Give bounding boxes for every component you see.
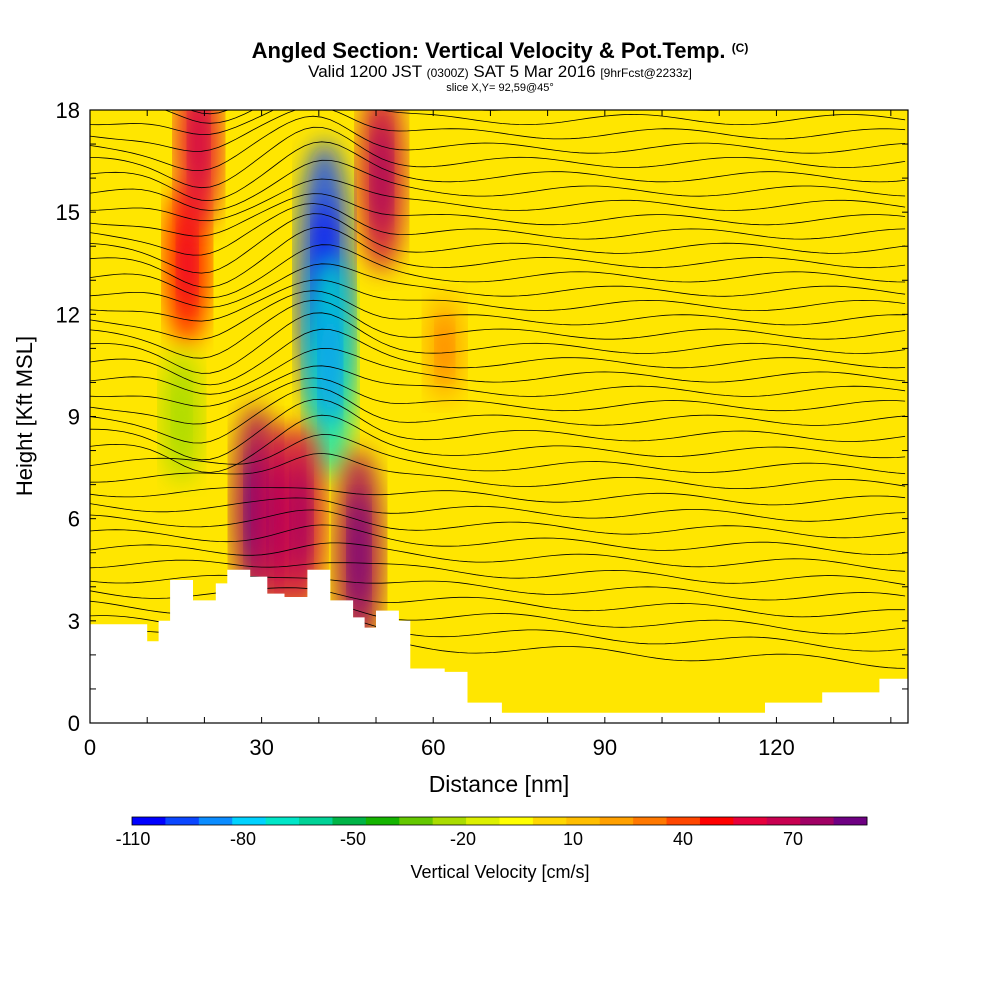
colorbar-tick-label: -80 bbox=[230, 829, 256, 849]
velocity-feature-core bbox=[371, 126, 392, 230]
colorbar-swatch bbox=[265, 817, 300, 825]
velocity-feature-core bbox=[177, 218, 197, 308]
isentrope-line bbox=[90, 414, 906, 473]
velocity-feature-core bbox=[436, 318, 454, 378]
terrain-mask bbox=[90, 569, 908, 723]
isentrope-line bbox=[90, 299, 906, 359]
slice-info: slice X,Y= 92,59@45° bbox=[446, 82, 554, 94]
isentrope-line bbox=[90, 141, 906, 202]
y-tick-label: 6 bbox=[68, 507, 80, 532]
isentrope-line bbox=[90, 110, 906, 152]
isentrope-line bbox=[90, 41, 905, 102]
colorbar-swatch bbox=[599, 817, 634, 825]
colorbar-tick-label: -20 bbox=[450, 829, 476, 849]
colorbar-swatch bbox=[198, 817, 233, 825]
y-axis-label: Height [Kft MSL] bbox=[12, 336, 37, 496]
isentrope-line bbox=[90, 226, 906, 288]
velocity-feature-core bbox=[348, 496, 370, 610]
isentrope-line bbox=[90, 574, 906, 601]
isentrope-line bbox=[90, 452, 906, 489]
isentrope-line bbox=[90, 524, 906, 555]
y-tick-label: 12 bbox=[56, 302, 80, 327]
colorbar-tick-label: 70 bbox=[783, 829, 803, 849]
colorbar-swatch bbox=[532, 817, 567, 825]
isentrope-line bbox=[90, 115, 906, 171]
isentrope-line bbox=[90, 347, 906, 395]
colorbar-tick-label: 10 bbox=[563, 829, 583, 849]
isentrope-line bbox=[90, 126, 906, 189]
colorbar-swatch bbox=[766, 817, 801, 825]
colorbar-swatch bbox=[399, 817, 434, 825]
velocity-feature-core bbox=[188, 110, 209, 191]
isentrope-lines bbox=[90, 41, 906, 669]
isentrope-line bbox=[90, 377, 906, 425]
y-tick-label: 3 bbox=[68, 609, 80, 634]
x-tick-label: 30 bbox=[249, 735, 273, 760]
x-axis: 0 30 60 90 120 bbox=[84, 110, 892, 760]
x-tick-label: 120 bbox=[758, 735, 795, 760]
y-tick-label: 18 bbox=[56, 98, 80, 123]
isentrope-line bbox=[90, 497, 906, 522]
isentrope-line bbox=[90, 263, 906, 308]
isentrope-line bbox=[90, 559, 906, 586]
velocity-feature-core bbox=[291, 466, 312, 571]
colorbar-swatch bbox=[733, 817, 768, 825]
velocity-feature-core bbox=[319, 303, 342, 428]
y-tick-label: 15 bbox=[56, 200, 80, 225]
y-tick-label: 9 bbox=[68, 405, 80, 430]
colorbar-swatch bbox=[833, 817, 868, 825]
isentrope-line bbox=[90, 159, 906, 211]
isentrope-line bbox=[90, 193, 906, 237]
isentrope-line bbox=[90, 509, 906, 539]
colorbar-tick-label: 40 bbox=[673, 829, 693, 849]
velocity-feature-core bbox=[172, 379, 191, 454]
isentrope-line bbox=[90, 203, 906, 256]
colorbar-tick-label: -50 bbox=[340, 829, 366, 849]
isentrope-line bbox=[90, 542, 906, 572]
colorbar-swatch bbox=[800, 817, 835, 825]
isentrope-line bbox=[90, 386, 906, 444]
isentrope-line bbox=[90, 312, 906, 374]
colorbar-swatch bbox=[499, 817, 534, 825]
isentrope-line bbox=[90, 365, 906, 407]
colorbar-swatch bbox=[232, 817, 267, 825]
chart-title-block: Angled Section: Vertical Velocity & Pot.… bbox=[0, 36, 1000, 95]
isentrope-line bbox=[90, 399, 906, 461]
colorbar-swatch bbox=[165, 817, 200, 825]
isentrope-line bbox=[90, 434, 906, 475]
colorbar-swatch bbox=[666, 817, 701, 825]
isentrope-line bbox=[90, 178, 906, 222]
colorbar-swatch bbox=[699, 817, 734, 825]
colorbar-swatch bbox=[365, 817, 400, 825]
colorbar-swatch bbox=[332, 817, 367, 825]
colorbar-swatch bbox=[132, 817, 166, 825]
colorbar-swatch bbox=[566, 817, 601, 825]
isentrope-line bbox=[90, 328, 906, 386]
isentrope-line bbox=[90, 487, 906, 506]
colorbar-frame bbox=[131, 816, 868, 826]
isentrope-line bbox=[90, 279, 906, 322]
isentrope-line bbox=[90, 290, 906, 341]
x-tick-label: 0 bbox=[84, 735, 96, 760]
y-tick-label: 0 bbox=[68, 711, 80, 736]
isentrope-line bbox=[90, 213, 906, 274]
y-axis: 0 3 6 9 12 15 18 bbox=[56, 98, 908, 736]
colorbar-tick-label: -110 bbox=[116, 829, 151, 849]
colorbar-label: Vertical Velocity [cm/s] bbox=[410, 862, 590, 882]
plot-area bbox=[89, 41, 909, 724]
isentrope-line bbox=[90, 110, 906, 136]
isentrope-line bbox=[189, 110, 229, 115]
x-tick-label: 60 bbox=[421, 735, 445, 760]
x-tick-label: 90 bbox=[593, 735, 617, 760]
colorbar-swatch bbox=[633, 817, 668, 825]
chart-subtitle: Valid 1200 JST (0300Z) SAT 5 Mar 2016 [9… bbox=[308, 62, 692, 81]
colorbar-swatch bbox=[432, 817, 467, 825]
isentrope-line bbox=[90, 244, 906, 299]
colorbar-swatch bbox=[466, 817, 500, 825]
chart-title: Angled Section: Vertical Velocity & Pot.… bbox=[251, 38, 749, 63]
colorbar: -110 -80 -50 -20 10 40 70 bbox=[116, 816, 868, 849]
x-axis-label: Distance [nm] bbox=[429, 771, 570, 797]
colorbar-swatch bbox=[299, 817, 333, 825]
